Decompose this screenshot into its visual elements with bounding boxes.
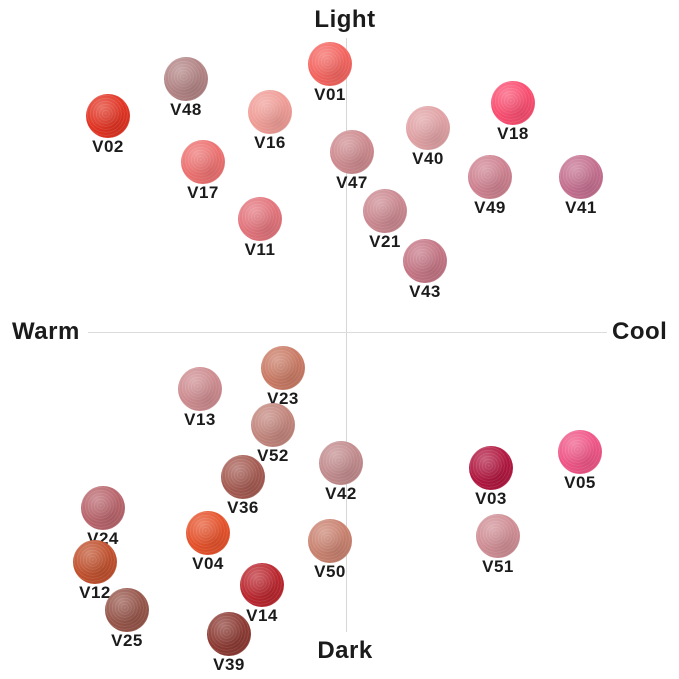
shade-swatch-v23 <box>261 346 305 390</box>
shade-swatch-v41 <box>559 155 603 199</box>
axis-label-cool: Cool <box>612 318 668 345</box>
shade-label-v13: V13 <box>184 410 216 429</box>
shade-swatch-v24 <box>81 486 125 530</box>
shade-swatch-v17 <box>181 140 225 184</box>
shade-swatch-v51 <box>476 514 520 558</box>
shade-label-v14: V14 <box>246 606 278 625</box>
shade-swatch-v03 <box>469 446 513 490</box>
axis-label-light: Light <box>314 6 376 33</box>
axis-line-vertical <box>346 38 347 632</box>
shade-swatch-v01 <box>308 42 352 86</box>
shade-swatch-v25 <box>105 588 149 632</box>
shade-swatch-v43 <box>403 239 447 283</box>
shade-label-v51: V51 <box>482 557 514 576</box>
shade-swatch-v05 <box>558 430 602 474</box>
shade-label-v17: V17 <box>187 183 219 202</box>
shade-label-v41: V41 <box>565 198 597 217</box>
shade-label-v02: V02 <box>92 137 124 156</box>
shade-label-v49: V49 <box>474 198 506 217</box>
shade-swatch-v50 <box>308 519 352 563</box>
shade-swatch-v47 <box>330 130 374 174</box>
axis-label-warm: Warm <box>12 318 80 345</box>
shade-swatch-v18 <box>491 81 535 125</box>
shade-label-v50: V50 <box>314 562 346 581</box>
shade-label-v18: V18 <box>497 124 529 143</box>
shade-label-v05: V05 <box>564 473 596 492</box>
shade-swatch-v21 <box>363 189 407 233</box>
shade-swatch-v04 <box>186 511 230 555</box>
axis-label-dark: Dark <box>317 637 373 664</box>
shade-swatch-v16 <box>248 90 292 134</box>
shade-label-v12: V12 <box>79 583 111 602</box>
axis-line-horizontal <box>88 332 607 333</box>
shade-swatch-v14 <box>240 563 284 607</box>
shade-swatch-v48 <box>164 57 208 101</box>
shade-swatch-v36 <box>221 455 265 499</box>
shade-label-v42: V42 <box>325 484 357 503</box>
shade-label-v48: V48 <box>170 100 202 119</box>
shade-label-v47: V47 <box>336 173 368 192</box>
shade-label-v04: V04 <box>192 554 224 573</box>
shade-label-v11: V11 <box>244 240 276 259</box>
shade-label-v03: V03 <box>475 489 507 508</box>
shade-swatch-v02 <box>86 94 130 138</box>
shade-label-v21: V21 <box>369 232 401 251</box>
shade-swatch-v12 <box>73 540 117 584</box>
shade-swatch-v42 <box>319 441 363 485</box>
shade-swatch-v39 <box>207 612 251 656</box>
shade-swatch-v52 <box>251 403 295 447</box>
shade-swatch-v11 <box>238 197 282 241</box>
shade-label-v39: V39 <box>213 655 245 674</box>
shade-label-v01: V01 <box>314 85 346 104</box>
shade-label-v43: V43 <box>409 282 441 301</box>
shade-label-v25: V25 <box>111 631 143 650</box>
shade-swatch-v40 <box>406 106 450 150</box>
shade-label-v16: V16 <box>254 133 286 152</box>
shade-label-v40: V40 <box>412 149 444 168</box>
shade-swatch-v13 <box>178 367 222 411</box>
shade-swatch-v49 <box>468 155 512 199</box>
shade-label-v52: V52 <box>257 446 289 465</box>
shade-label-v36: V36 <box>227 498 259 517</box>
